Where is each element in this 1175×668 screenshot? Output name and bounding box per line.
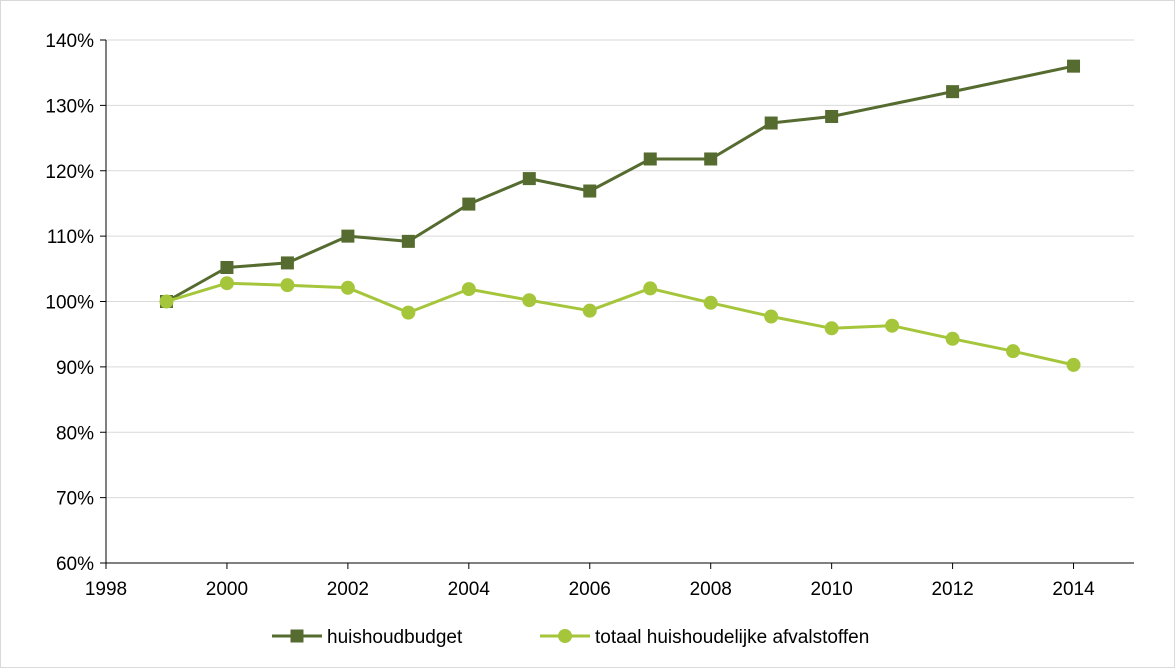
series-line-2 <box>166 281 1074 367</box>
data-point <box>522 172 536 186</box>
data-point <box>945 331 960 346</box>
data-point <box>522 293 537 308</box>
data-point <box>340 280 355 295</box>
y-tick-label: 60% <box>56 554 94 575</box>
y-tick-label: 80% <box>56 423 94 444</box>
legend-label: huishoudbudget <box>327 627 463 648</box>
y-tick-label: 70% <box>56 489 94 510</box>
legend-marker-circle <box>558 629 572 643</box>
data-point <box>643 281 658 296</box>
legend-entry: huishoudbudget <box>272 627 463 648</box>
data-point <box>643 152 657 166</box>
data-point <box>885 318 900 333</box>
data-point <box>220 261 234 275</box>
data-point <box>703 295 718 310</box>
data-point <box>462 197 476 211</box>
legend: huishoudbudget totaal huishoudelijke afva… <box>272 627 869 648</box>
x-tick-label: 1998 <box>85 579 127 600</box>
data-point <box>1006 344 1021 359</box>
y-tick-label: 110% <box>47 227 94 248</box>
data-point <box>764 309 779 324</box>
data-point <box>159 294 174 309</box>
y-tick-label: 100% <box>45 293 94 314</box>
legend-entry: totaal huishoudelijke afvalstoffen <box>540 627 869 648</box>
series-group <box>159 59 1081 372</box>
x-tick-label: 2010 <box>811 579 853 600</box>
data-point <box>946 85 960 99</box>
data-point <box>824 321 839 336</box>
y-tick-label: 90% <box>56 358 94 379</box>
data-point <box>764 116 778 130</box>
x-tick-label: 2012 <box>931 579 973 600</box>
data-point <box>583 184 597 198</box>
data-point <box>219 276 234 291</box>
series-line-1 <box>165 64 1074 303</box>
data-point <box>280 256 294 270</box>
data-point <box>280 278 295 293</box>
x-tick-label: 2004 <box>448 579 491 600</box>
data-point <box>825 109 839 123</box>
y-tick-label: 120% <box>45 162 94 183</box>
legend-marker-square <box>290 629 304 643</box>
y-tick-label: 130% <box>45 96 94 117</box>
x-tick-label: 2006 <box>569 579 611 600</box>
data-point <box>401 305 416 320</box>
data-point <box>401 234 415 248</box>
x-tick-label: 2002 <box>327 579 369 600</box>
axes <box>100 39 1134 569</box>
data-point <box>704 152 718 166</box>
x-tick-label: 2008 <box>690 579 732 600</box>
x-tick-label: 2014 <box>1052 579 1095 600</box>
y-axis-ticks: 60% 70% 80% 90% 100% 110% 120% 130% 140% <box>45 31 94 575</box>
data-point <box>461 282 476 297</box>
data-point <box>341 229 355 243</box>
data-point <box>1067 59 1081 73</box>
gridlines <box>106 39 1134 499</box>
x-tick-label: 2000 <box>206 579 248 600</box>
data-point <box>1066 357 1081 372</box>
x-axis-ticks: 1998 2000 2002 2004 2006 2008 2010 2012 2014 <box>85 579 1095 600</box>
y-tick-label: 140% <box>45 31 94 52</box>
legend-label: totaal huishoudelijke afvalstoffen <box>595 627 869 648</box>
data-point <box>582 303 597 318</box>
